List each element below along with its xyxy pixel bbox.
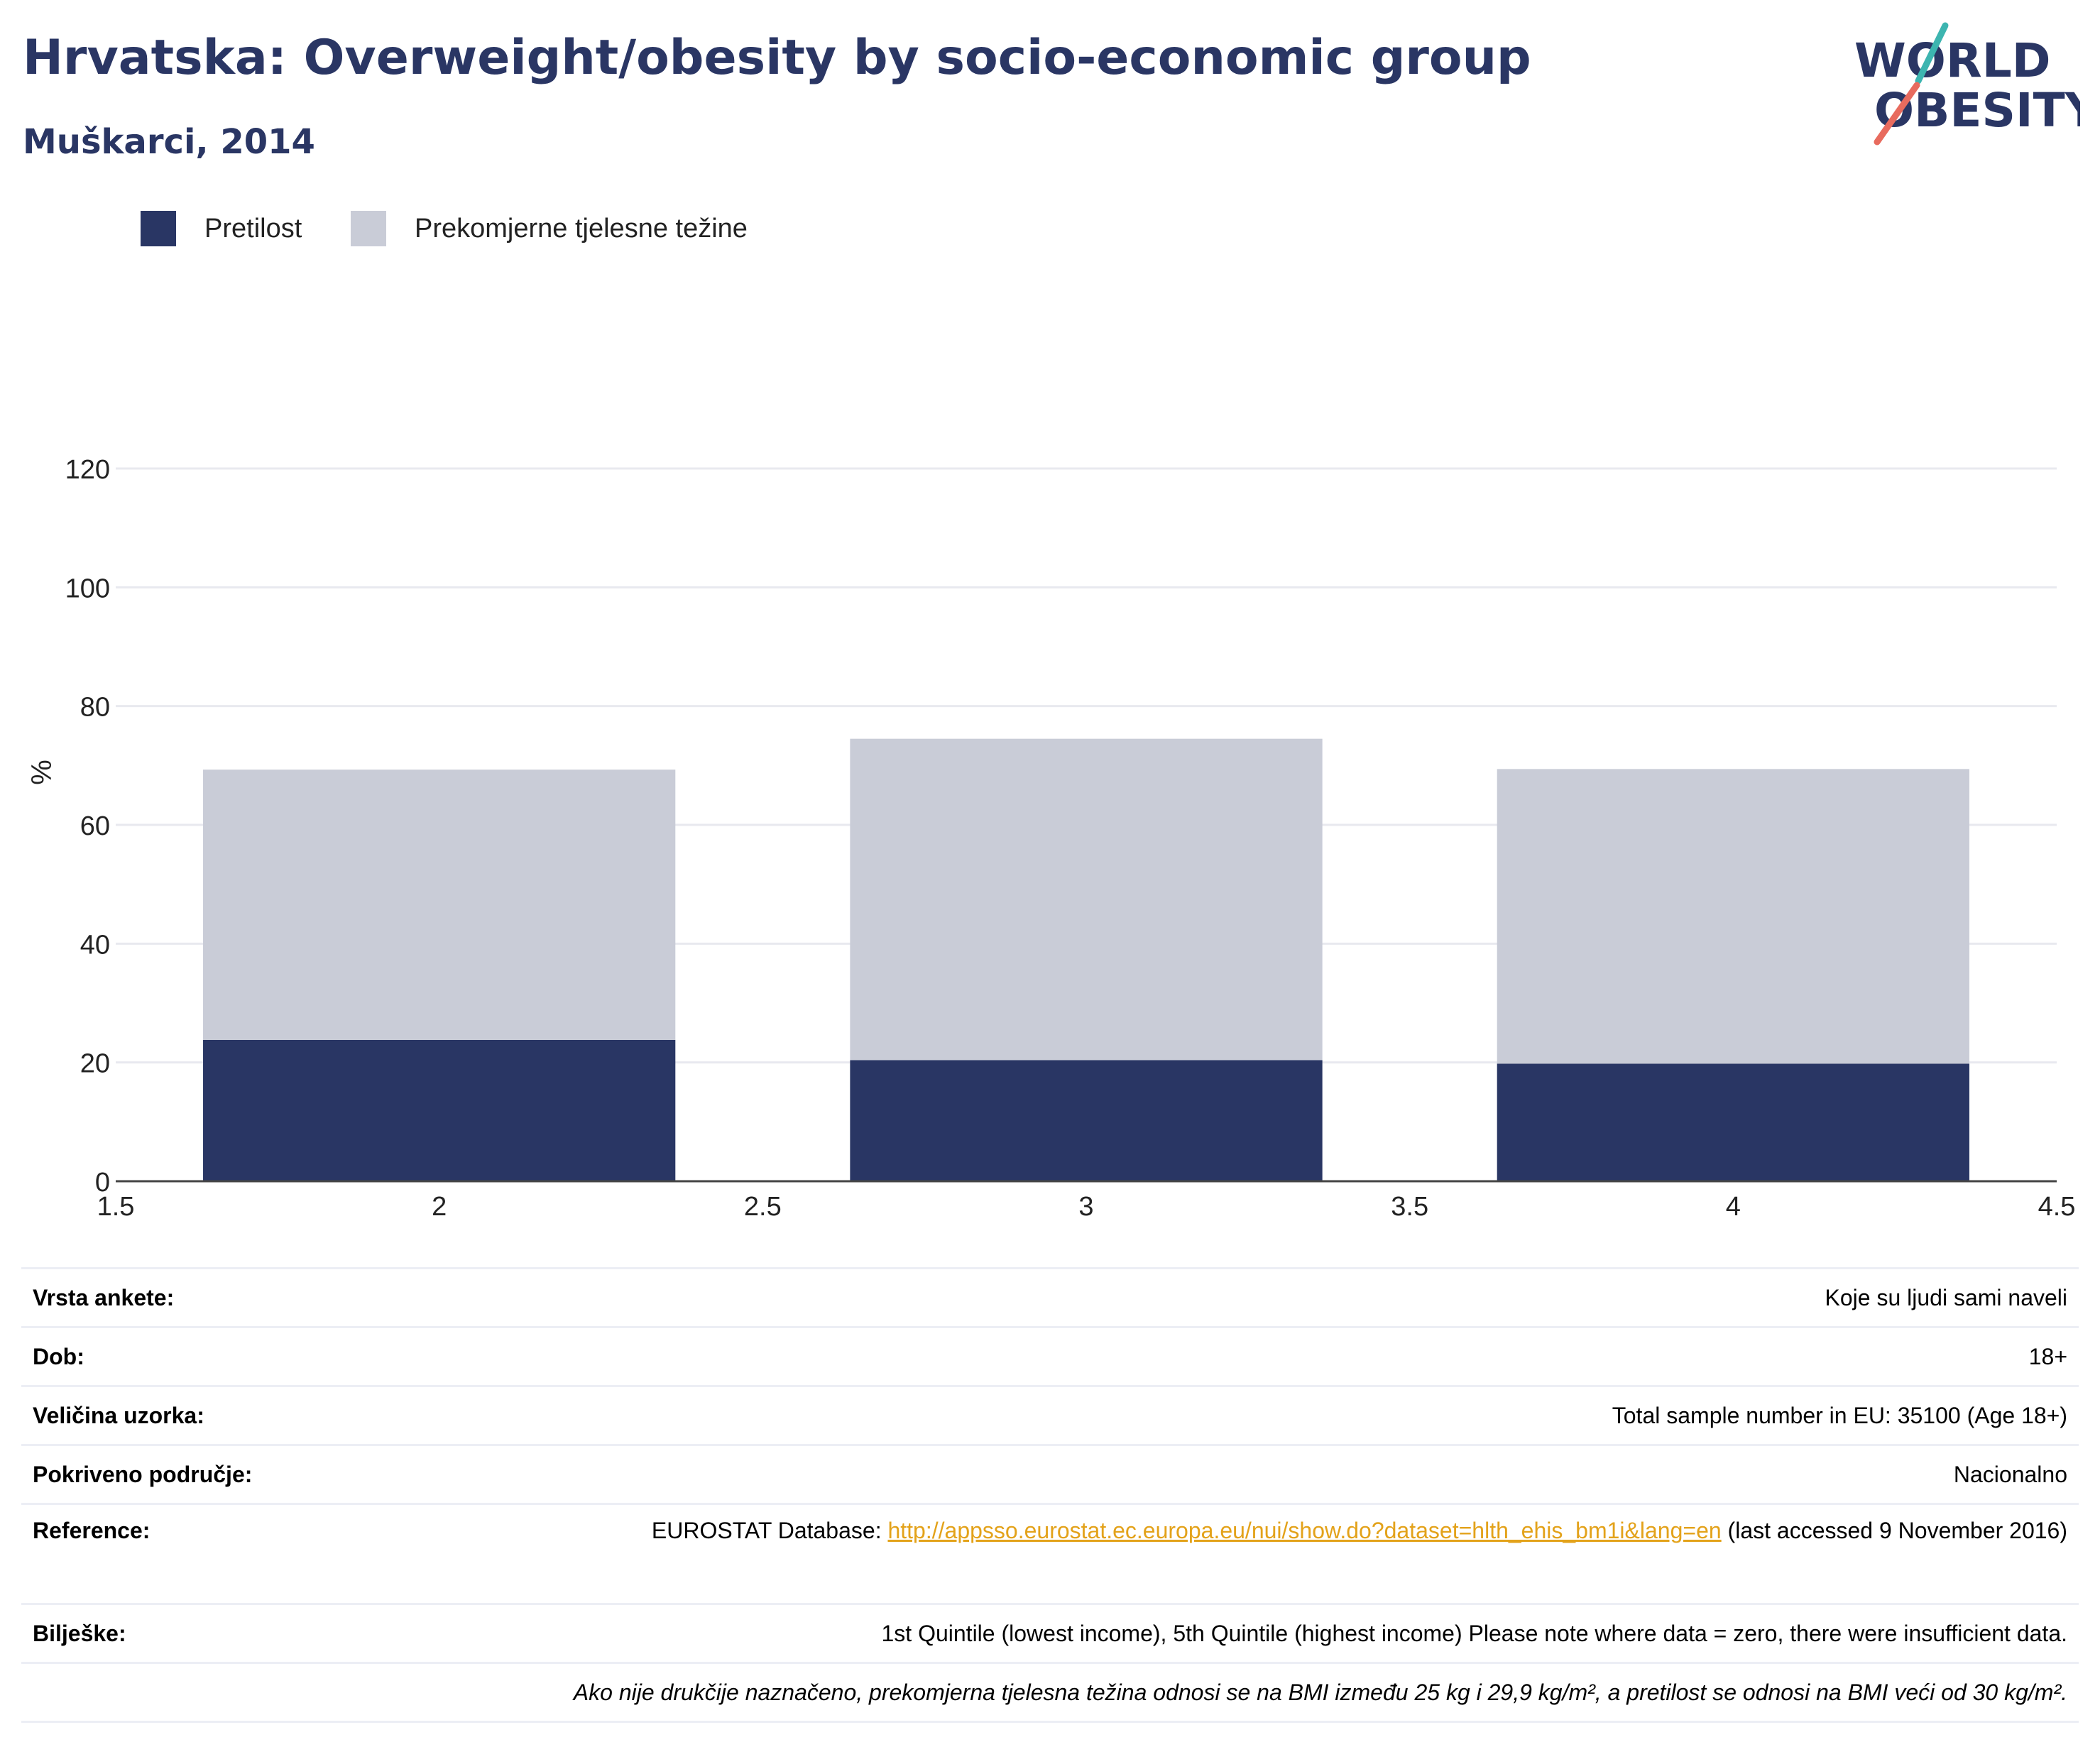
- reference-label: Reference:: [21, 1503, 413, 1604]
- chart-subtitle: Muškarci, 2014: [23, 122, 315, 162]
- legend-label-obesity: Pretilost: [204, 213, 302, 243]
- x-tick-label: 3: [1078, 1192, 1093, 1222]
- info-row-survey-type: Vrsta ankete: Koje su ljudi sami naveli: [21, 1267, 2079, 1327]
- logo-line1: WORLD: [1854, 33, 2051, 88]
- logo-coral-stroke: [1874, 82, 1920, 146]
- bar-obesity: [1497, 1063, 1969, 1181]
- coverage-label: Pokriveno područje:: [21, 1444, 413, 1504]
- reference-suffix: (last accessed 9 November 2016): [1721, 1518, 2067, 1543]
- y-axis-label: %: [26, 760, 58, 785]
- info-row-notes: Bilješke: 1st Quintile (lowest income), …: [21, 1603, 2079, 1663]
- bar-overweight: [1497, 769, 1969, 1064]
- y-tick-label: 40: [80, 930, 110, 960]
- x-tick-label: 4: [1726, 1192, 1741, 1222]
- sample-size-label: Veličina uzorka:: [21, 1385, 413, 1445]
- notes-value: 1st Quintile (lowest income), 5th Quinti…: [413, 1603, 2079, 1663]
- legend-label-overweight: Prekomjerne tjelesne težine: [415, 213, 748, 243]
- age-label: Dob:: [21, 1326, 413, 1386]
- legend-item-obesity[interactable]: Pretilost: [141, 207, 302, 250]
- coverage-value: Nacionalno: [413, 1444, 2079, 1504]
- y-tick-label: 120: [65, 455, 110, 485]
- info-row-footnote: Ako nije drukčije naznačeno, prekomjerna…: [21, 1662, 2079, 1723]
- axes: 0 20 40 60 80 100 120 1.5 2 2.5 3 3.5 4 4.5: [65, 455, 2076, 1222]
- bar-obesity: [850, 1060, 1323, 1181]
- chart-title: Hrvatska: Overweight/obesity by socio-ec…: [23, 30, 1531, 86]
- reference-link[interactable]: http://appsso.eurostat.ec.europa.eu/nui/…: [887, 1518, 1722, 1543]
- bar-overweight: [203, 770, 676, 1040]
- world-obesity-logo: WORLD OBESITY: [1854, 22, 2080, 146]
- survey-type-value: Koje su ljudi sami naveli: [413, 1267, 2079, 1327]
- x-tick-label: 2.5: [744, 1192, 782, 1222]
- legend-swatch-obesity: [141, 211, 176, 246]
- sample-size-value: Total sample number in EU: 35100 (Age 18…: [413, 1385, 2079, 1445]
- legend-swatch-overweight: [351, 211, 386, 246]
- info-row-sample-size: Veličina uzorka: Total sample number in …: [21, 1385, 2079, 1445]
- bars: [203, 738, 1969, 1181]
- survey-type-label: Vrsta ankete:: [21, 1267, 413, 1327]
- y-tick-label: 20: [80, 1049, 110, 1079]
- reference-prefix: EUROSTAT Database:: [651, 1518, 888, 1543]
- reference-value: EUROSTAT Database: http://appsso.eurosta…: [413, 1503, 2079, 1604]
- y-tick-label: 80: [80, 693, 110, 723]
- y-tick-label: 0: [95, 1168, 110, 1198]
- info-row-age: Dob: 18+: [21, 1326, 2079, 1386]
- x-tick-label: 1.5: [97, 1192, 135, 1222]
- y-tick-label: 100: [65, 574, 110, 603]
- info-row-coverage: Pokriveno područje: Nacionalno: [21, 1444, 2079, 1504]
- logo-teal-stroke: [1915, 22, 1949, 84]
- y-tick-label: 60: [80, 811, 110, 841]
- x-tick-label: 2: [432, 1192, 447, 1222]
- notes-label: Bilješke:: [21, 1603, 413, 1663]
- bar-overweight: [850, 738, 1323, 1061]
- logo-line2: OBESITY: [1874, 83, 2080, 138]
- stacked-bar-chart: 0 20 40 60 80 100 120 1.5 2 2.5 3 3.5 4 4.5 %: [26, 455, 2076, 1222]
- legend-item-overweight[interactable]: Prekomjerne tjelesne težine: [351, 207, 748, 250]
- bar-obesity: [203, 1039, 676, 1181]
- footnote-text: Ako nije drukčije naznačeno, prekomjerna…: [21, 1662, 2079, 1723]
- x-tick-label: 3.5: [1391, 1192, 1428, 1222]
- info-row-reference: Reference: EUROSTAT Database: http://app…: [21, 1503, 2079, 1604]
- x-tick-label: 4.5: [2038, 1192, 2076, 1222]
- age-value: 18+: [413, 1326, 2079, 1386]
- info-table: Vrsta ankete: Koje su ljudi sami naveli …: [21, 1267, 2079, 1723]
